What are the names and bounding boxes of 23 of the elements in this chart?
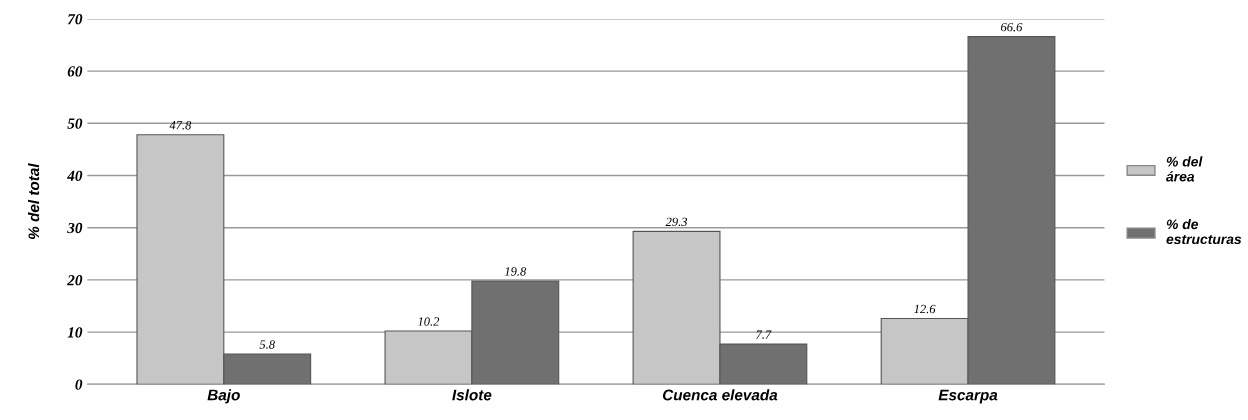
y-axis-title: % del total bbox=[27, 163, 40, 239]
data-label: 10.2 bbox=[417, 317, 440, 326]
y-tick-label: 0 bbox=[75, 379, 83, 390]
y-tick-label: 70 bbox=[67, 14, 83, 25]
y-tick-label: 40 bbox=[66, 170, 83, 181]
y-tick-label: 30 bbox=[67, 222, 83, 234]
data-label: 29.3 bbox=[665, 217, 688, 227]
y-tick-label: 50 bbox=[67, 118, 83, 129]
legend-label: % de estructuras bbox=[1166, 218, 1242, 245]
x-tick-label: Cuenca elevada bbox=[662, 389, 778, 401]
x-tick-label: Escarpa bbox=[938, 389, 998, 404]
data-label: 19.8 bbox=[504, 267, 527, 276]
data-label: 66.6 bbox=[1001, 22, 1023, 32]
data-label: 5.8 bbox=[259, 340, 275, 349]
x-tick-label: Bajo bbox=[207, 389, 240, 404]
y-tick-label: 10 bbox=[67, 327, 83, 338]
y-tick-label: 20 bbox=[67, 275, 83, 286]
data-label: 47.8 bbox=[169, 121, 192, 130]
legend-label: % del área bbox=[1166, 156, 1203, 182]
x-tick-label: Islote bbox=[452, 389, 492, 401]
y-tick-label: 60 bbox=[67, 66, 83, 77]
data-label: 7.7 bbox=[756, 330, 772, 339]
data-label: 12.6 bbox=[914, 304, 936, 314]
